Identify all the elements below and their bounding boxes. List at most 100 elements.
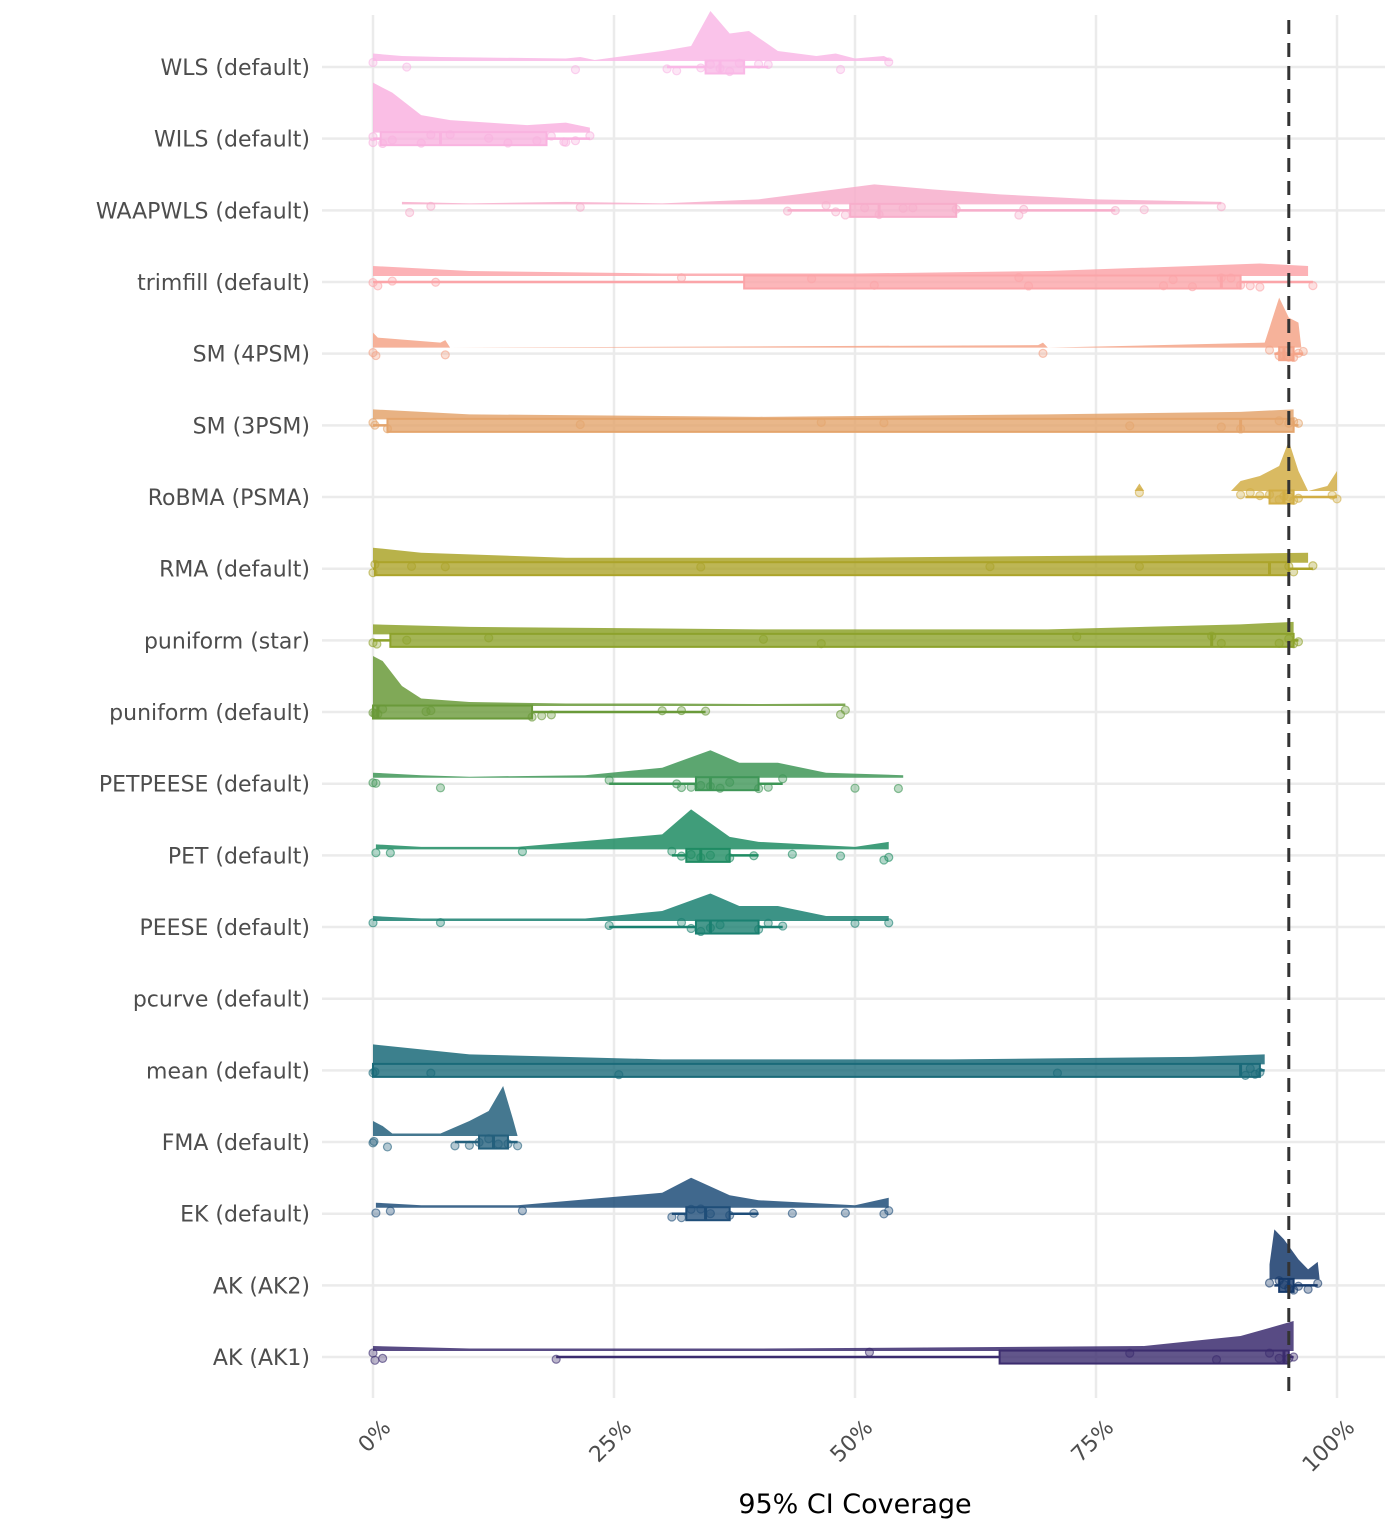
data-point [371, 350, 381, 361]
data-point [440, 562, 450, 572]
data-point [758, 634, 769, 644]
data-point [869, 280, 879, 290]
data-point [370, 1355, 380, 1365]
data-point [368, 132, 378, 142]
data-point [370, 559, 380, 570]
data-point [570, 65, 581, 75]
data-point [484, 1134, 494, 1144]
data-point [1313, 1278, 1323, 1289]
data-point [686, 849, 696, 860]
data-point [1125, 1348, 1135, 1358]
density-cloud [373, 893, 889, 922]
data-point [1168, 275, 1178, 285]
data-point [676, 273, 687, 283]
data-point [1216, 202, 1226, 212]
box [372, 1062, 1261, 1078]
data-point [1250, 1069, 1260, 1079]
density-cloud [373, 11, 894, 61]
data-point [705, 781, 716, 791]
data-point [1014, 272, 1024, 283]
x-tick-label: 25% [585, 1415, 637, 1467]
data-point [368, 568, 378, 578]
data-point [676, 705, 687, 716]
box [389, 632, 1295, 648]
data-point [700, 706, 711, 716]
data-point [835, 64, 846, 75]
data-point [725, 1210, 735, 1220]
density-cloud [375, 1177, 889, 1208]
data-point [753, 783, 764, 794]
data-point [464, 1140, 474, 1150]
data-point [445, 130, 455, 140]
data-point [405, 207, 415, 218]
box [379, 131, 548, 147]
data-point [614, 1070, 624, 1080]
y-tick-label: EK (default) [180, 1203, 310, 1228]
data-point [749, 851, 759, 861]
y-tick-label: RMA (default) [159, 558, 310, 583]
data-point [821, 200, 831, 211]
data-point [1289, 567, 1299, 577]
data-point [884, 57, 894, 67]
data-point [835, 851, 846, 861]
density-cloud [373, 409, 1294, 420]
data-point [1125, 421, 1135, 431]
data-point [763, 782, 773, 792]
data-point [705, 1209, 716, 1219]
data-point [705, 850, 716, 860]
data-point [1293, 348, 1304, 358]
data-point [387, 276, 397, 286]
data-point [696, 852, 706, 863]
data-point [546, 131, 556, 141]
data-point [402, 635, 412, 645]
data-point [879, 855, 889, 865]
data-point [1245, 281, 1255, 291]
data-point [686, 782, 696, 792]
data-point [371, 848, 381, 858]
density-cloud [373, 547, 1309, 563]
data-point [435, 917, 446, 928]
data-point [378, 138, 388, 149]
density-cloud [373, 263, 1309, 277]
data-point [893, 783, 903, 794]
data-point [1264, 490, 1275, 500]
data-point [696, 63, 706, 73]
data-point [385, 848, 395, 858]
data-point [908, 203, 918, 213]
data-point [850, 783, 860, 793]
data-point [1245, 1063, 1255, 1074]
box [998, 1349, 1290, 1365]
data-point [1293, 418, 1304, 428]
data-point [604, 775, 614, 785]
data-point [1293, 493, 1304, 503]
data-point [1019, 204, 1029, 214]
data-point [570, 136, 581, 146]
data-point [753, 924, 764, 934]
x-tick-label: 75% [1067, 1415, 1119, 1467]
data-point [1134, 561, 1144, 572]
data-point [371, 1208, 381, 1218]
data-point [787, 849, 797, 859]
data-point [696, 780, 706, 791]
data-point [604, 920, 614, 931]
data-point [879, 418, 889, 428]
data-point [431, 277, 441, 287]
data-point [1274, 1353, 1284, 1363]
data-point [435, 783, 446, 793]
data-point [734, 58, 744, 68]
y-tick-label: PETPEESE (default) [99, 773, 310, 798]
y-tick-label: puniform (star) [144, 629, 310, 654]
data-point [1255, 1067, 1265, 1077]
data-point [884, 1206, 894, 1216]
data-point [517, 847, 528, 857]
density-cloud [373, 621, 1294, 635]
density-cloud [373, 1086, 518, 1137]
data-point [387, 135, 397, 145]
data-point [537, 711, 547, 721]
boxplot-layer [372, 59, 1337, 1365]
data-point [686, 1204, 696, 1214]
data-point [1255, 491, 1265, 501]
data-point [426, 705, 436, 716]
data-point [898, 203, 908, 213]
